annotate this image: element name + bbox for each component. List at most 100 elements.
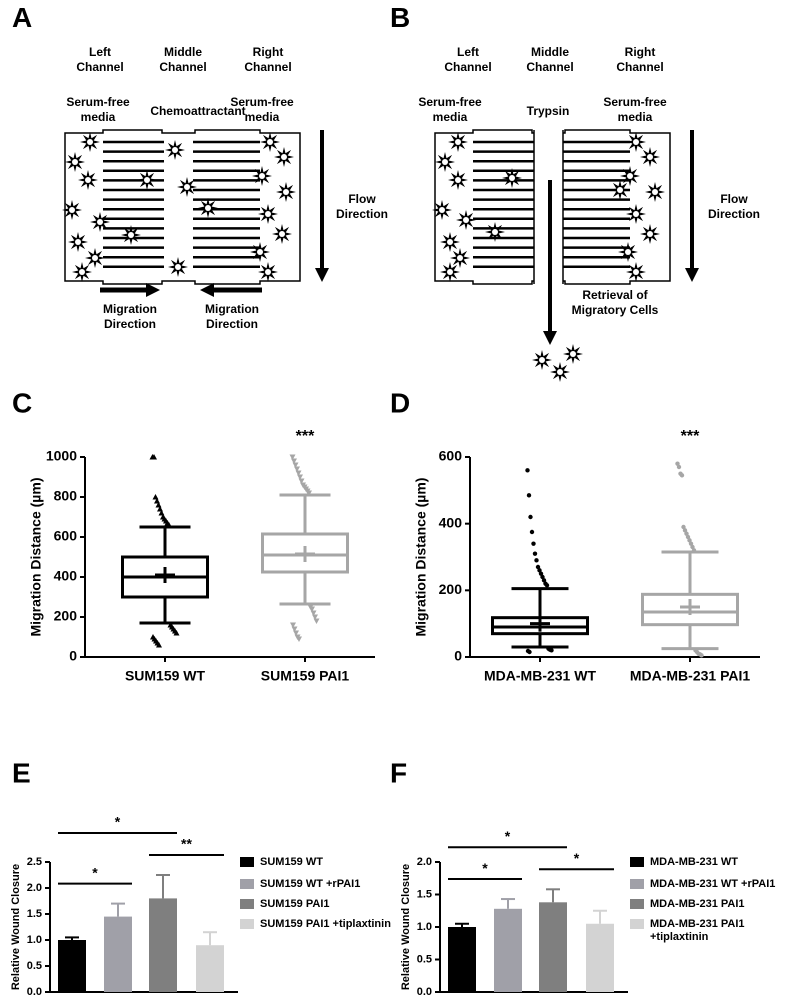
arrow-head (685, 268, 699, 282)
legend-label: MDA-MB-231 WT (650, 856, 738, 868)
legend-swatch (630, 879, 644, 889)
y-tick-label: 1.0 (417, 921, 432, 933)
outlier (687, 538, 692, 543)
media-label: Serum-free media (418, 95, 482, 124)
legend-swatch (240, 879, 254, 889)
outlier (690, 544, 695, 550)
outlier (309, 606, 315, 612)
y-tick-label: 200 (439, 581, 463, 597)
legend-label: SUM159 PAI1 (260, 898, 330, 910)
y-tick-label: 2.5 (27, 856, 42, 868)
cell-center (455, 177, 461, 183)
cell-center (447, 239, 453, 245)
outlier (682, 528, 688, 533)
outlier (538, 571, 544, 576)
cell-center (79, 269, 85, 275)
outlier (684, 531, 689, 536)
channel-label: Left Channel (444, 45, 492, 74)
cell-center (172, 147, 178, 153)
panel-label: C (12, 387, 32, 418)
x-tick-label: MDA-MB-231 WT (484, 668, 596, 684)
outlier (312, 614, 318, 620)
significance: * (115, 814, 121, 830)
legend-item: SUM159 WT +rPAI1 (240, 878, 783, 891)
outlier (544, 583, 550, 588)
y-tick-label: 2.0 (417, 856, 432, 868)
panel-label: A (12, 2, 33, 33)
significance: * (482, 860, 488, 876)
outlier (306, 490, 312, 496)
cell-center (627, 173, 633, 179)
outlier (699, 653, 704, 658)
device-outline (64, 129, 301, 285)
y-tick-label: 1.0 (27, 934, 42, 946)
legend-swatch (240, 899, 254, 909)
y-tick-label: 1000 (46, 448, 77, 464)
cell-center (97, 219, 103, 225)
y-tick-label: 400 (54, 568, 78, 584)
media-label: Serum-free media (603, 95, 667, 124)
flow-label: Flow Direction (335, 192, 388, 221)
significance: * (505, 828, 511, 844)
outlier (534, 558, 539, 563)
x-tick-label: MDA-MB-231 PAI1 (630, 668, 751, 684)
cell-center (85, 177, 91, 183)
cell-center (259, 173, 265, 179)
outlier (291, 458, 297, 464)
y-tick-label: 1.5 (27, 908, 42, 920)
y-tick-label: 0.0 (27, 986, 42, 998)
arrow-head (146, 283, 160, 297)
y-tick-label: 600 (439, 448, 463, 464)
bar (539, 902, 567, 992)
cell-center (184, 184, 190, 190)
cell-center (509, 175, 515, 181)
y-tick-label: 0.5 (27, 960, 42, 972)
channel-label: Right Channel (244, 45, 292, 74)
cell-center (633, 269, 639, 275)
cell-center (647, 231, 653, 237)
outlier (532, 551, 538, 556)
bar (494, 908, 522, 992)
legend-label: MDA-MB-231 WT +rPAI1 (650, 878, 776, 890)
significance: *** (296, 428, 315, 445)
bar (149, 898, 177, 992)
outlier (152, 494, 159, 500)
y-tick-label: 0 (454, 648, 462, 664)
cell-center (205, 205, 211, 211)
cell-center (539, 357, 545, 363)
channel-label: Right Channel (616, 45, 664, 74)
legend-label: SUM159 WT (260, 856, 323, 868)
cell-center (492, 229, 498, 235)
media-label: Serum-free media (66, 95, 130, 124)
legend-swatch (240, 857, 254, 867)
y-tick-label: 1.5 (417, 888, 432, 900)
legend-item: SUM159 WT (240, 856, 783, 869)
panel-label: E (12, 757, 31, 788)
panel-label: F (390, 757, 407, 788)
legend-item: SUM159 PAI1 +tiplaxtinin (240, 918, 783, 931)
cell-center (281, 154, 287, 160)
cell-center (69, 207, 75, 213)
arrow-head (543, 331, 557, 345)
significance: *** (681, 428, 700, 445)
cell-center (455, 139, 461, 145)
panel-label: B (390, 2, 411, 33)
y-axis-title: Migration Distance (µm) (28, 478, 44, 637)
outlier (525, 468, 530, 473)
legend-swatch (630, 857, 644, 867)
legend-swatch (240, 919, 254, 929)
cell-center (257, 249, 263, 255)
migration-label: Migration Direction (205, 302, 259, 331)
legend-item: MDA-MB-231 WT +rPAI1 (630, 878, 783, 891)
panel-label: D (390, 387, 410, 418)
outlier (681, 524, 686, 530)
outlier (527, 649, 532, 655)
outlier (295, 470, 302, 476)
significance: * (574, 850, 580, 866)
cell-center (283, 189, 289, 195)
legend-swatch (630, 919, 644, 929)
outlier (531, 541, 536, 546)
legend-label: MDA-MB-231 PAI1 (650, 898, 745, 910)
y-tick-label: 0 (69, 648, 77, 664)
